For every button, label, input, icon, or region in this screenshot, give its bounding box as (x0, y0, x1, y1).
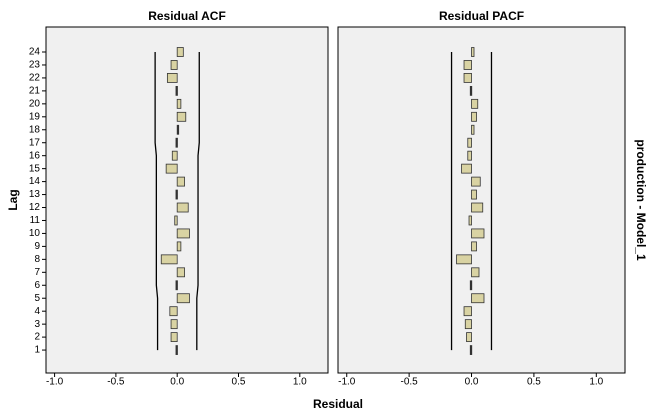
bar (471, 176, 481, 187)
y-tick-label: 10 (29, 228, 41, 239)
bar (463, 306, 472, 317)
x-tick-label: -0.5 (107, 377, 125, 388)
bar (471, 98, 479, 109)
bar (175, 345, 178, 355)
bar (176, 124, 180, 135)
y-tick-label: 19 (29, 111, 41, 122)
y-tick-label: 3 (34, 319, 40, 330)
bar (176, 47, 184, 57)
bar (456, 254, 472, 265)
x-tick-label: 0.0 (170, 377, 184, 388)
x-tick-label: 0.5 (527, 377, 541, 388)
confidence-limit (196, 52, 200, 351)
bar (469, 345, 473, 355)
bar (467, 137, 472, 148)
y-tick-label: 4 (34, 306, 40, 317)
y-tick-label: 11 (30, 215, 41, 226)
y-tick-label: 23 (29, 60, 41, 71)
y-tick-label: 6 (34, 280, 40, 291)
bar (176, 293, 190, 304)
y-tick-label: 21 (29, 86, 41, 97)
bar (170, 319, 178, 330)
bar (471, 124, 475, 135)
x-tick-label: 1.0 (589, 377, 603, 388)
x-tick-label: -1.0 (46, 377, 64, 388)
bar (471, 111, 477, 122)
bar (175, 85, 178, 96)
x-axis-label: Residual (313, 397, 363, 411)
y-tick-label: 12 (29, 202, 41, 213)
bar (469, 85, 473, 96)
bar (468, 215, 472, 226)
bar (171, 150, 178, 161)
bar (469, 280, 473, 291)
bar (174, 215, 178, 226)
panel (45, 26, 329, 374)
row-label: production - Model_1 (634, 139, 648, 261)
bar (471, 47, 475, 57)
y-tick-label: 17 (29, 137, 41, 148)
bar (471, 293, 485, 304)
y-tick-label: 5 (34, 293, 40, 304)
y-tick-label: 14 (29, 176, 41, 187)
y-tick-label: 9 (34, 241, 40, 252)
y-tick-label: 18 (29, 124, 41, 135)
y-tick-label: 13 (29, 189, 41, 200)
bar (471, 189, 477, 200)
bar (175, 189, 178, 200)
bar (461, 163, 472, 174)
y-tick-label: 8 (34, 254, 40, 265)
y-tick-label: 16 (29, 150, 41, 161)
panel (337, 26, 626, 374)
y-axis-label: Lag (6, 189, 20, 210)
bar (160, 254, 178, 265)
bar (166, 73, 178, 83)
bar (463, 60, 472, 70)
bar (466, 332, 472, 343)
panel-title: Residual ACF (148, 9, 226, 23)
bar (165, 163, 178, 174)
panel-title: Residual PACF (439, 9, 524, 23)
bar (464, 319, 472, 330)
x-tick-label: 0.0 (465, 377, 479, 388)
confidence-limit (154, 52, 159, 351)
bar (169, 306, 178, 317)
x-tick-label: -0.5 (401, 377, 419, 388)
bar (176, 267, 185, 278)
bar (175, 137, 178, 148)
y-tick-label: 15 (29, 163, 41, 174)
y-tick-label: 20 (29, 98, 41, 109)
y-tick-label: 2 (34, 332, 40, 343)
bar (463, 73, 472, 83)
bar (471, 202, 484, 213)
bar (176, 176, 185, 187)
bar (175, 280, 178, 291)
bar (176, 111, 187, 122)
bar (176, 202, 189, 213)
bar (467, 150, 472, 161)
bar (176, 98, 182, 109)
y-tick-label: 7 (34, 267, 40, 278)
bar (176, 241, 182, 252)
y-tick-label: 22 (29, 73, 41, 84)
y-tick-label: 24 (29, 47, 41, 58)
bar (170, 60, 178, 70)
x-tick-label: 0.5 (232, 377, 246, 388)
bar (471, 228, 485, 239)
bar (471, 267, 480, 278)
x-tick-label: -1.0 (338, 377, 356, 388)
bar (471, 241, 477, 252)
x-tick-label: 1.0 (293, 377, 307, 388)
bar (170, 332, 178, 343)
bar (176, 228, 190, 239)
y-tick-label: 1 (34, 345, 40, 356)
